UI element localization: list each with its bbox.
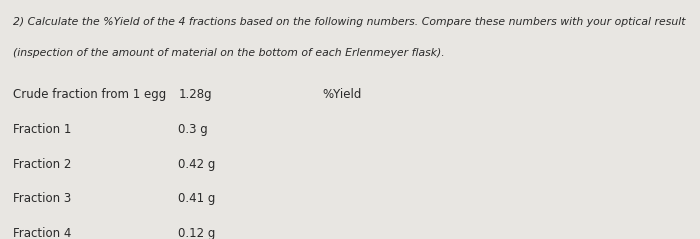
Text: 0.42 g: 0.42 g: [178, 158, 216, 171]
Text: Crude fraction from 1 egg: Crude fraction from 1 egg: [13, 88, 166, 101]
Text: 2) Calculate the %Yield of the 4 fractions based on the following numbers. Compa: 2) Calculate the %Yield of the 4 fractio…: [13, 17, 685, 27]
Text: 0.41 g: 0.41 g: [178, 192, 216, 205]
Text: Fraction 2: Fraction 2: [13, 158, 71, 171]
Text: (inspection of the amount of material on the bottom of each Erlenmeyer flask).: (inspection of the amount of material on…: [13, 48, 444, 58]
Text: Fraction 1: Fraction 1: [13, 123, 71, 136]
Text: Fraction 3: Fraction 3: [13, 192, 71, 205]
Text: 0.12 g: 0.12 g: [178, 227, 216, 239]
Text: 1.28g: 1.28g: [178, 88, 212, 101]
Text: %Yield: %Yield: [322, 88, 361, 101]
Text: 0.3 g: 0.3 g: [178, 123, 209, 136]
Text: Fraction 4: Fraction 4: [13, 227, 71, 239]
